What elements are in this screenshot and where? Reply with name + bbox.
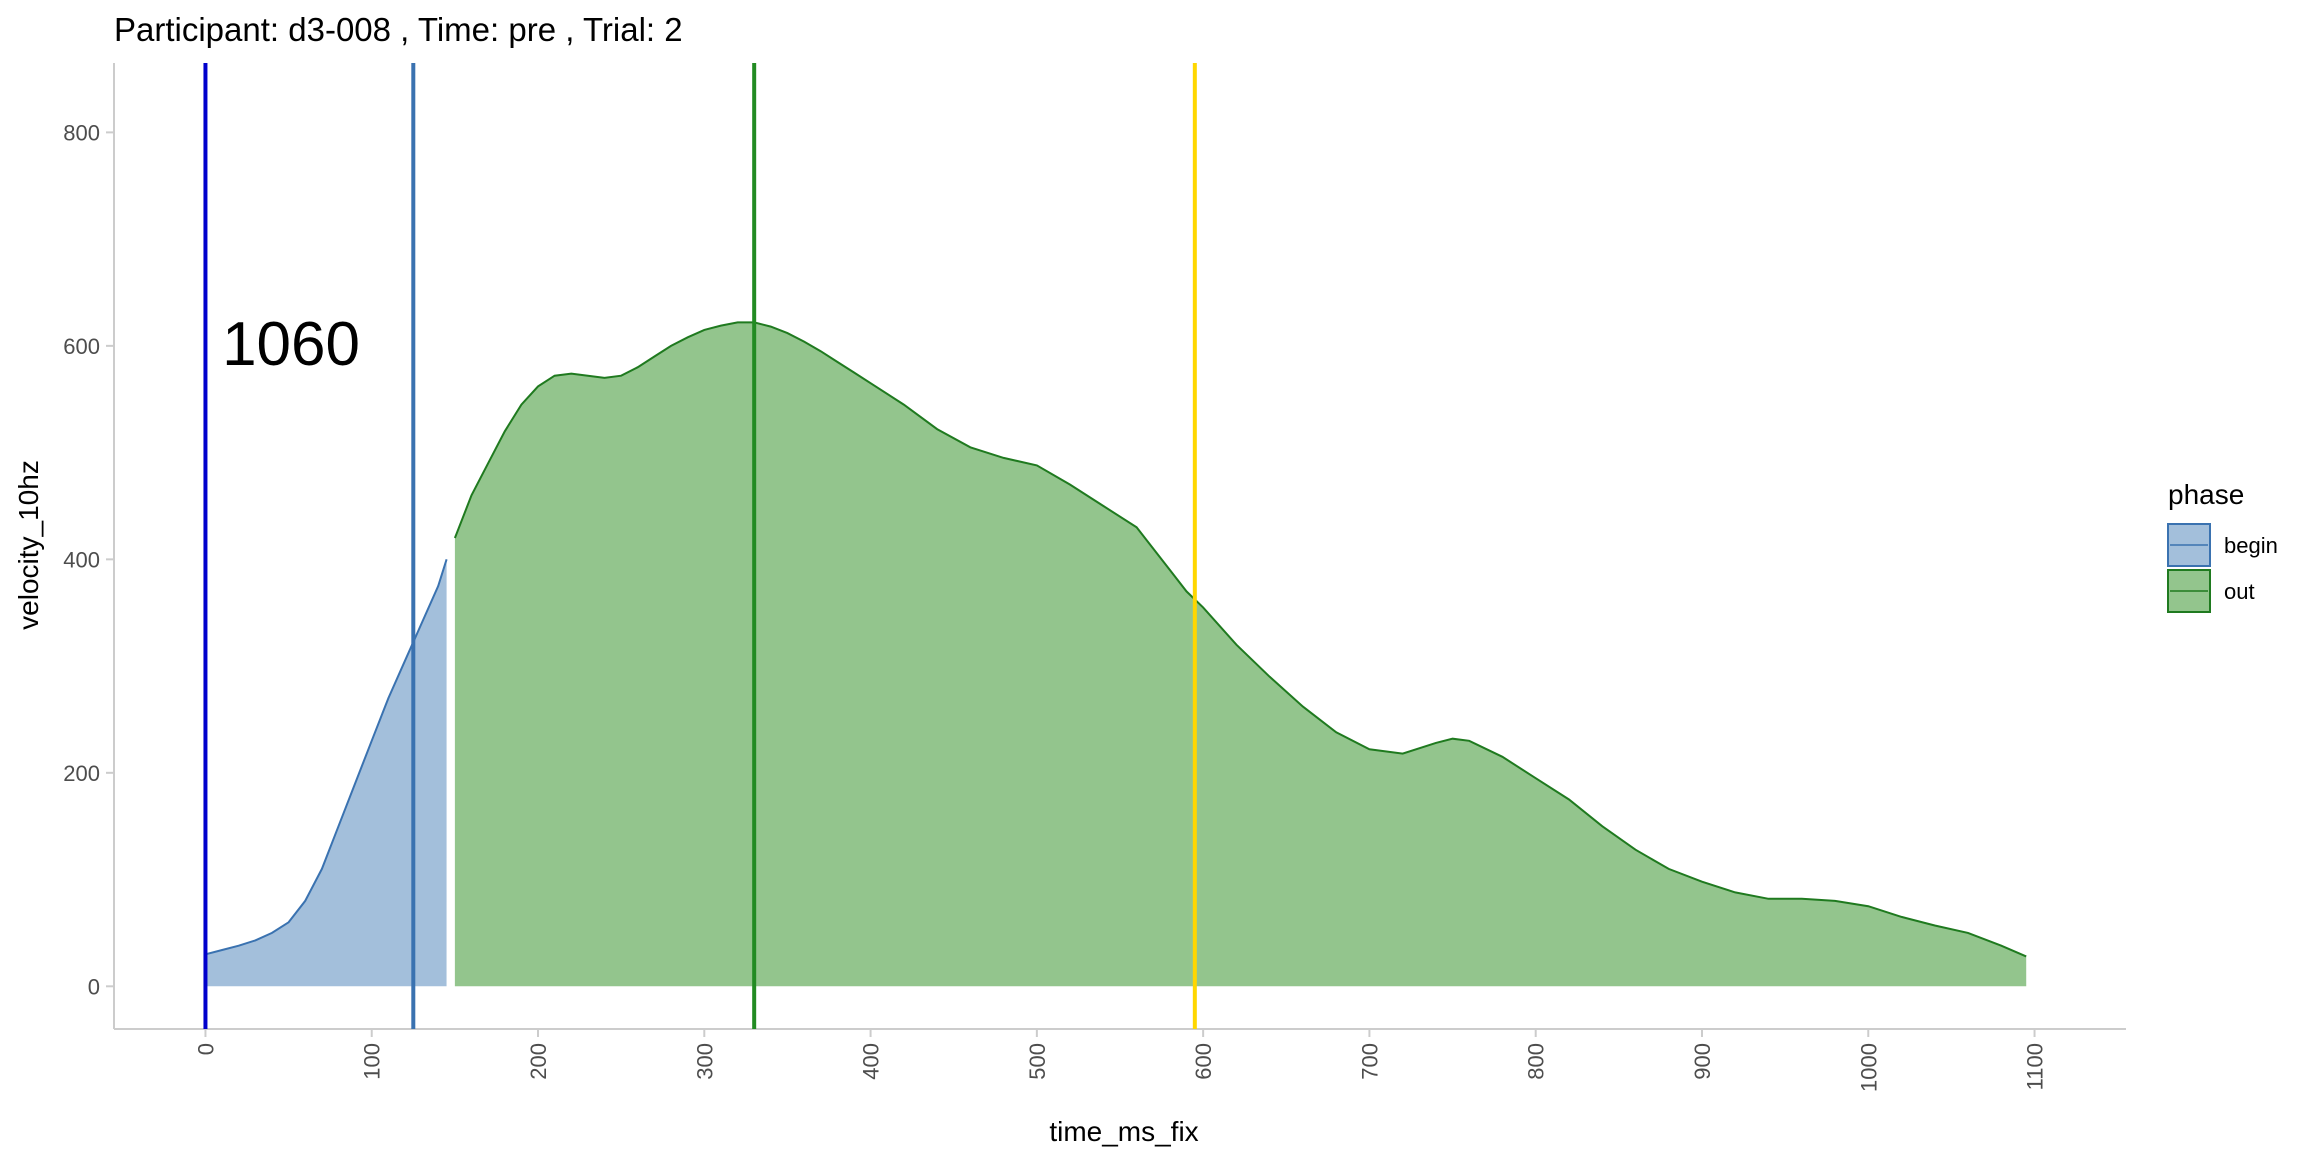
x-tick-label-1100: 1100 — [2023, 1043, 2048, 1090]
chart-title: Participant: d3-008 , Time: pre , Trial:… — [114, 11, 683, 48]
x-tick-label-900: 900 — [1690, 1043, 1715, 1080]
y-tick-label-200: 200 — [63, 761, 100, 786]
x-axis-label: time_ms_fix — [1049, 1116, 1198, 1147]
x-tick-label-200: 200 — [526, 1043, 551, 1080]
legend-title: phase — [2168, 479, 2244, 510]
y-tick-label-600: 600 — [63, 334, 100, 359]
area-begin — [205, 559, 447, 987]
x-tick-label-500: 500 — [1025, 1043, 1050, 1080]
y-axis-label: velocity_10hz — [13, 460, 44, 630]
legend: phase begin out — [2167, 479, 2278, 613]
x-tick-label-300: 300 — [692, 1043, 717, 1080]
y-tick-label-400: 400 — [63, 547, 100, 572]
y-tick-label-800: 800 — [63, 120, 100, 145]
x-tick-label-1000: 1000 — [1856, 1043, 1881, 1092]
legend-label-out: out — [2224, 579, 2255, 604]
legend-label-begin: begin — [2224, 533, 2278, 558]
y-tick-label-0: 0 — [88, 974, 100, 999]
x-tick-label-400: 400 — [859, 1043, 884, 1080]
x-tick-label-700: 700 — [1357, 1043, 1382, 1080]
annotation-label: 1060 — [222, 310, 360, 379]
x-tick-label-100: 100 — [360, 1043, 385, 1080]
x-tick-label-600: 600 — [1191, 1043, 1216, 1080]
x-tick-label-0: 0 — [193, 1043, 218, 1055]
line-out — [453, 321, 2027, 958]
area-out — [454, 322, 2027, 987]
x-tick-label-800: 800 — [1524, 1043, 1549, 1080]
plot-area: 0 200 400 600 800 0 100 200 300 400 500 600 700 800 90… — [63, 63, 2126, 1092]
